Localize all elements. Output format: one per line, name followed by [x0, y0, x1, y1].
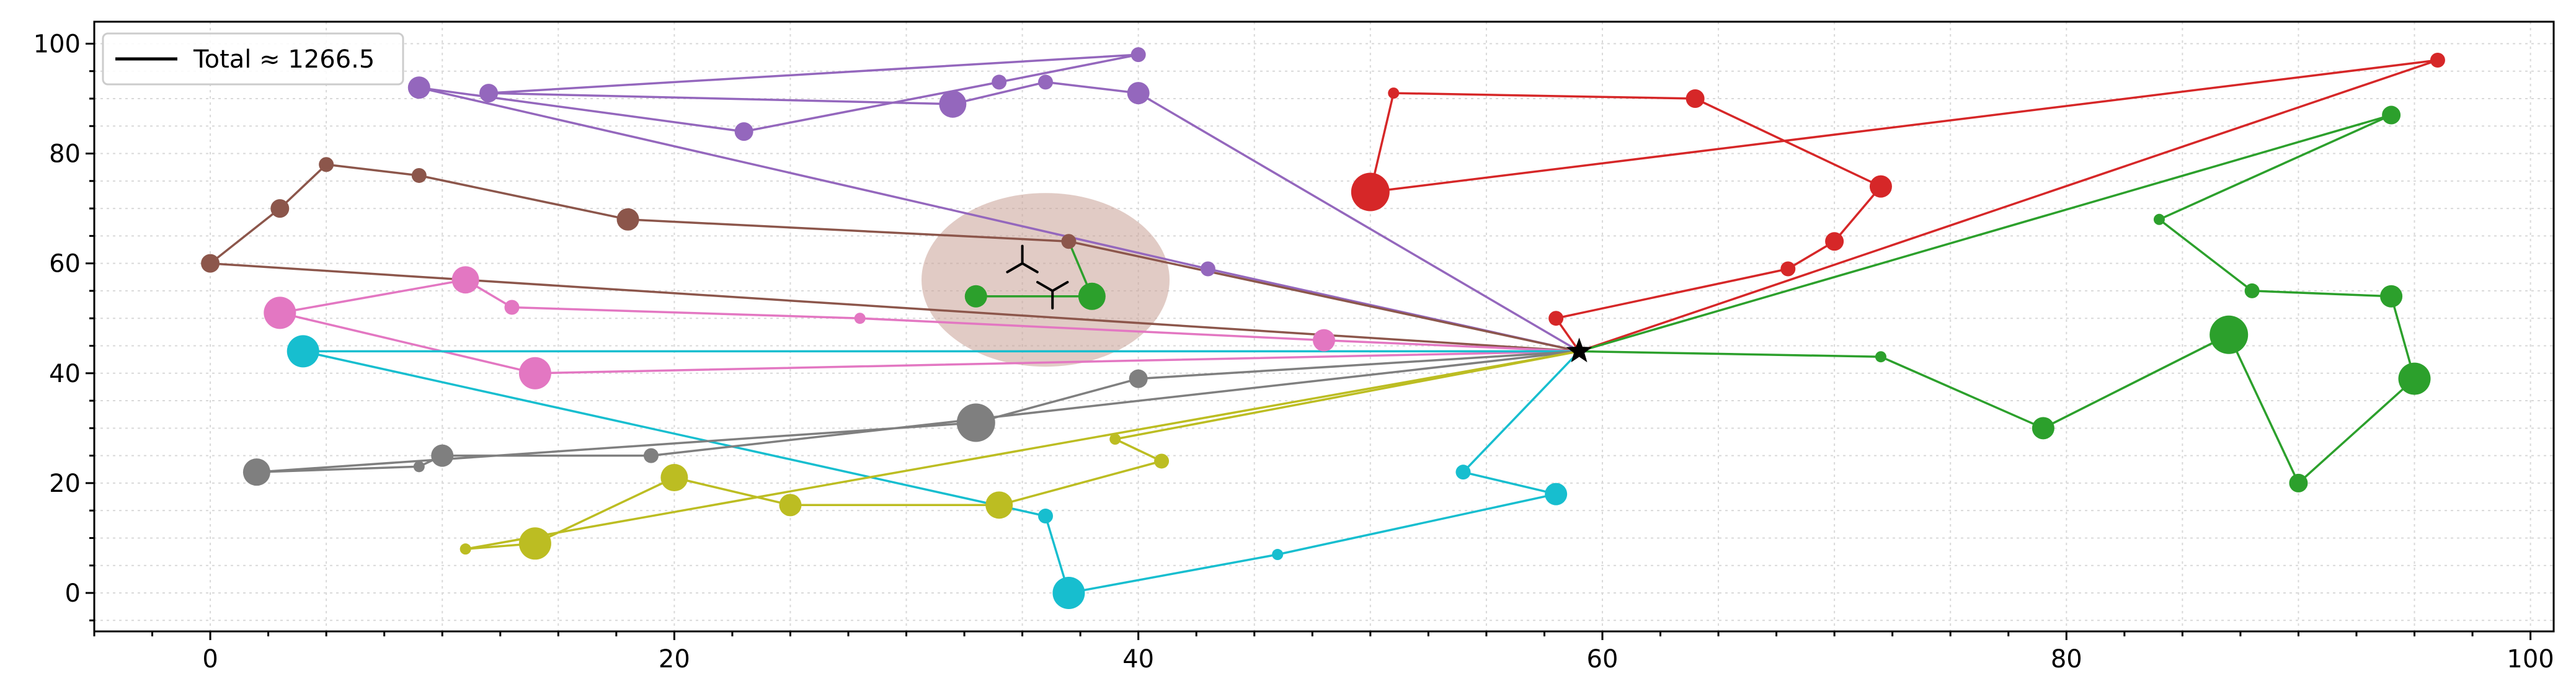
y-tick-label: 100 [33, 30, 81, 58]
route-line [255, 350, 1579, 473]
route-point [201, 254, 220, 273]
route-point [518, 357, 551, 390]
route-point [1875, 351, 1886, 363]
route-point [1686, 89, 1705, 108]
route-point [319, 157, 334, 172]
x-tick-label: 0 [202, 645, 218, 674]
route-point [413, 461, 425, 473]
tri-marker-arm [1036, 280, 1054, 292]
y-tick-label: 80 [49, 140, 81, 169]
route-point [1200, 261, 1215, 277]
route-point [2380, 285, 2403, 308]
route-point [479, 84, 499, 103]
tri-marker [1036, 280, 1069, 309]
tri-marker [1006, 244, 1039, 274]
route-point [411, 167, 427, 183]
route-point [1061, 234, 1077, 249]
route-point [1780, 261, 1796, 277]
highlight-region [922, 193, 1170, 367]
tri-marker-arm [1051, 280, 1069, 292]
route-point [616, 208, 639, 231]
highlight-region-layer [922, 193, 1170, 367]
x-tick-label: 80 [2051, 645, 2082, 674]
route-point [2153, 213, 2165, 225]
route-point [504, 300, 520, 315]
route-point [1052, 577, 1085, 610]
route-point [1825, 232, 1844, 251]
x-tick-label: 20 [659, 645, 690, 674]
route-point [264, 296, 296, 329]
route-point [1129, 369, 1148, 388]
route-point [2244, 283, 2260, 298]
route-point [2032, 417, 2054, 440]
route-point [242, 458, 270, 486]
depot-star-marker [1566, 337, 1592, 363]
route-line [975, 241, 1093, 298]
route-points-layer [201, 47, 2445, 610]
route-point [964, 285, 987, 308]
route-point [2398, 362, 2431, 395]
route-point [518, 527, 551, 560]
route-point [270, 199, 290, 218]
axes-frame [93, 20, 2555, 633]
route-point [1130, 47, 1146, 63]
legend: Total ≈ 1266.5 [102, 32, 404, 86]
route-point [643, 448, 659, 463]
route-point [734, 122, 753, 141]
y-tick-label: 0 [65, 579, 81, 608]
route-point [1388, 87, 1400, 99]
route-point [1078, 282, 1106, 310]
route-point [1038, 509, 1054, 524]
route-line [209, 163, 1579, 353]
route-point [1351, 172, 1390, 211]
route-point [286, 335, 319, 368]
route-line [278, 278, 1579, 375]
route-point [1272, 549, 1284, 561]
tri-marker-arm [1021, 262, 1039, 274]
route-point [407, 76, 430, 99]
route-point [1869, 175, 1892, 198]
route-line [301, 350, 1580, 594]
route-point [956, 403, 995, 442]
route-point [2210, 315, 2249, 354]
route-point [1109, 434, 1121, 445]
y-tick-label: 60 [49, 250, 81, 278]
x-tick-label: 60 [1587, 645, 1619, 674]
route-point [992, 74, 1007, 90]
route-point [1154, 453, 1170, 469]
legend-label: Total ≈ 1266.5 [193, 45, 375, 74]
route-point [431, 444, 454, 467]
x-tick-label: 100 [2507, 645, 2554, 674]
route-point [779, 494, 802, 517]
route-point [2430, 52, 2445, 68]
route-point [660, 464, 688, 492]
route-point [854, 313, 866, 324]
y-tick-label: 40 [49, 360, 81, 388]
y-tick-label: 20 [49, 470, 81, 498]
x-tick-label: 40 [1122, 645, 1154, 674]
tri-marker-arm [1006, 262, 1024, 274]
route-point [1545, 483, 1568, 505]
route-point [1127, 82, 1150, 105]
legend-box [102, 32, 404, 86]
route-point [2382, 105, 2401, 125]
route-point [939, 90, 967, 118]
route-point [985, 491, 1013, 519]
route-point [451, 266, 479, 294]
route-point [2289, 473, 2308, 492]
route-point [460, 543, 471, 555]
route-point [1038, 74, 1054, 90]
route-point [1313, 329, 1335, 352]
marker-layer [1006, 244, 1592, 363]
route-point [1548, 311, 1564, 326]
route-point [1455, 465, 1471, 480]
axes-layer: 0 20 40 60 80 100 0 20 40 60 80 100 [33, 20, 2555, 674]
route-line [1369, 59, 2439, 353]
